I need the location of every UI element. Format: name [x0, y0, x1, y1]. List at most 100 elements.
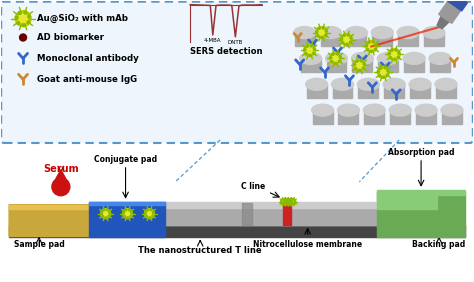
- Circle shape: [287, 203, 289, 204]
- Circle shape: [384, 67, 386, 69]
- Polygon shape: [447, 0, 467, 11]
- FancyBboxPatch shape: [9, 224, 465, 237]
- FancyBboxPatch shape: [358, 84, 378, 98]
- Circle shape: [292, 204, 293, 205]
- Circle shape: [19, 34, 27, 41]
- Circle shape: [100, 212, 102, 214]
- FancyBboxPatch shape: [436, 84, 456, 98]
- Circle shape: [317, 35, 319, 37]
- Circle shape: [325, 30, 328, 32]
- Text: The nanostructured T line: The nanostructured T line: [138, 246, 262, 255]
- FancyBboxPatch shape: [404, 58, 424, 72]
- Polygon shape: [56, 170, 66, 179]
- Circle shape: [15, 11, 31, 27]
- Circle shape: [287, 201, 288, 202]
- Ellipse shape: [311, 104, 334, 116]
- Ellipse shape: [415, 104, 437, 116]
- Circle shape: [285, 201, 287, 202]
- Circle shape: [365, 45, 367, 47]
- Polygon shape: [9, 205, 93, 209]
- Circle shape: [285, 200, 288, 203]
- Circle shape: [365, 41, 377, 52]
- Circle shape: [106, 209, 108, 211]
- FancyBboxPatch shape: [155, 202, 384, 208]
- Circle shape: [152, 215, 154, 217]
- Text: Backing pad: Backing pad: [412, 239, 465, 248]
- Circle shape: [290, 199, 296, 205]
- Text: 4-MBA: 4-MBA: [204, 38, 221, 43]
- Circle shape: [108, 215, 110, 217]
- Circle shape: [123, 209, 133, 219]
- Circle shape: [287, 199, 288, 200]
- Circle shape: [362, 67, 365, 69]
- Circle shape: [124, 215, 126, 217]
- FancyBboxPatch shape: [313, 110, 333, 124]
- Circle shape: [100, 209, 110, 219]
- Circle shape: [379, 75, 381, 77]
- Circle shape: [313, 52, 315, 54]
- Circle shape: [284, 203, 285, 204]
- Circle shape: [388, 53, 391, 55]
- FancyBboxPatch shape: [301, 58, 320, 72]
- Circle shape: [321, 36, 323, 39]
- FancyBboxPatch shape: [242, 203, 252, 224]
- Circle shape: [342, 42, 344, 44]
- FancyBboxPatch shape: [442, 110, 462, 124]
- Circle shape: [367, 49, 369, 51]
- FancyBboxPatch shape: [410, 84, 430, 98]
- Circle shape: [316, 27, 328, 39]
- Text: Monoclonal antibody: Monoclonal antibody: [37, 54, 139, 63]
- Text: DNTB: DNTB: [228, 39, 243, 45]
- Circle shape: [293, 199, 294, 200]
- Text: C line: C line: [241, 182, 265, 191]
- Circle shape: [153, 212, 154, 213]
- FancyBboxPatch shape: [353, 58, 373, 72]
- Circle shape: [294, 201, 296, 202]
- FancyBboxPatch shape: [377, 190, 465, 195]
- Circle shape: [356, 62, 363, 69]
- Circle shape: [329, 57, 332, 59]
- Circle shape: [343, 36, 350, 43]
- Circle shape: [291, 199, 292, 200]
- FancyBboxPatch shape: [307, 84, 327, 98]
- Ellipse shape: [357, 78, 379, 90]
- Circle shape: [372, 41, 374, 43]
- Ellipse shape: [429, 52, 451, 64]
- FancyBboxPatch shape: [346, 32, 366, 47]
- Circle shape: [354, 63, 356, 66]
- Circle shape: [127, 217, 129, 219]
- FancyBboxPatch shape: [320, 32, 340, 47]
- FancyBboxPatch shape: [424, 32, 444, 47]
- Ellipse shape: [435, 78, 457, 90]
- Circle shape: [331, 61, 333, 63]
- FancyBboxPatch shape: [155, 205, 384, 224]
- Circle shape: [103, 211, 109, 216]
- Ellipse shape: [337, 104, 359, 116]
- Circle shape: [346, 43, 348, 45]
- Ellipse shape: [383, 78, 405, 90]
- Circle shape: [291, 200, 294, 203]
- Text: Absorption pad: Absorption pad: [388, 148, 455, 157]
- Circle shape: [288, 200, 292, 203]
- Circle shape: [390, 57, 392, 59]
- Circle shape: [336, 53, 338, 55]
- Circle shape: [332, 55, 339, 62]
- Ellipse shape: [423, 27, 445, 39]
- Circle shape: [282, 203, 283, 204]
- Ellipse shape: [346, 27, 367, 39]
- Circle shape: [304, 49, 306, 51]
- Circle shape: [294, 202, 295, 204]
- Text: Serum: Serum: [43, 164, 79, 174]
- FancyBboxPatch shape: [416, 110, 436, 124]
- Circle shape: [22, 24, 25, 27]
- Polygon shape: [9, 205, 106, 237]
- Circle shape: [304, 45, 316, 56]
- Circle shape: [343, 34, 345, 36]
- Circle shape: [350, 37, 352, 39]
- Circle shape: [339, 56, 341, 58]
- Ellipse shape: [389, 104, 411, 116]
- FancyBboxPatch shape: [378, 58, 398, 72]
- FancyBboxPatch shape: [390, 110, 410, 124]
- Circle shape: [281, 199, 287, 205]
- Circle shape: [398, 52, 400, 54]
